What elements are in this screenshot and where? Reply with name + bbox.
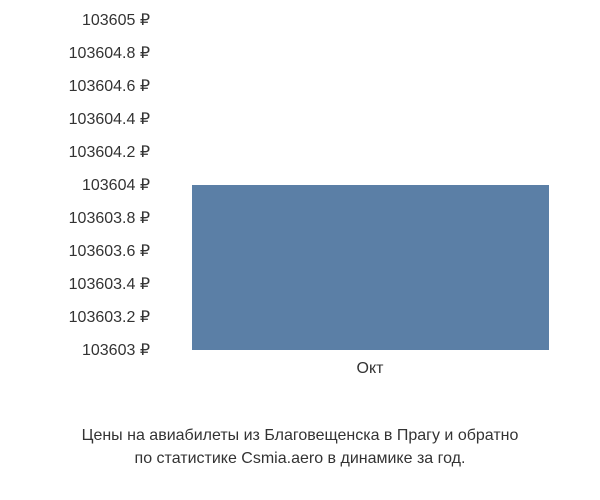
y-axis-label: 103604.4 ₽ [69,109,150,129]
y-axis-label: 103603 ₽ [82,340,150,360]
y-axis-label: 103603.2 ₽ [69,307,150,327]
y-axis-label: 103603.4 ₽ [69,274,150,294]
x-axis-label: Окт [160,360,580,378]
y-axis-label: 103603.6 ₽ [69,241,150,261]
caption-line1: Цены на авиабилеты из Благовещенска в Пр… [82,427,519,444]
y-axis-label: 103603.8 ₽ [69,208,150,228]
chart-caption: Цены на авиабилеты из Благовещенска в Пр… [0,425,600,470]
y-axis-label: 103604.8 ₽ [69,43,150,63]
y-axis-label: 103604 ₽ [82,175,150,195]
y-axis-label: 103604.2 ₽ [69,142,150,162]
caption-line2: по статистике Csmia.aero в динамике за г… [135,450,466,467]
bar [192,185,549,350]
plot-area: Окт [160,20,580,350]
chart-container: 103605 ₽ 103604.8 ₽ 103604.6 ₽ 103604.4 ₽ 10… [0,0,600,500]
y-axis-label: 103605 ₽ [82,10,150,30]
y-axis-label: 103604.6 ₽ [69,76,150,96]
